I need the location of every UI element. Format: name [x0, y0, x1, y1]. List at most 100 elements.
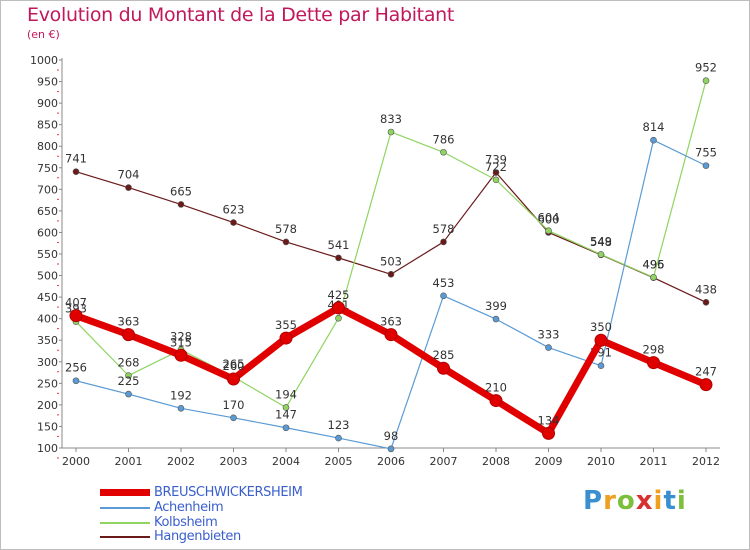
y-tick-label: 700: [37, 183, 58, 196]
y-tick-label: 200: [37, 399, 58, 412]
legend-item-hangenbieten: Hangenbieten: [100, 530, 400, 544]
data-label: 503: [380, 254, 402, 268]
data-label: 407: [65, 296, 87, 310]
data-label: 355: [275, 318, 297, 332]
legend-swatch: [100, 536, 150, 538]
legend-swatch: [100, 522, 150, 524]
legend-label: Hangenbieten: [154, 529, 241, 544]
y-tick-label: 1000: [30, 54, 58, 67]
data-label: 350: [590, 320, 612, 334]
data-label: 425: [328, 288, 350, 302]
logo-letter: r: [603, 486, 617, 516]
data-label: 739: [485, 153, 507, 167]
y-tick-label: 300: [37, 356, 58, 369]
data-point: [282, 424, 290, 432]
y-tick-label: 800: [37, 140, 58, 153]
x-tick-label: 2008: [482, 455, 510, 468]
logo-letter: i: [653, 486, 664, 516]
data-label: 225: [118, 374, 140, 388]
data-point: [177, 405, 185, 412]
data-label: 399: [485, 299, 507, 313]
data-point: [699, 378, 713, 392]
chart-unit: (en €): [27, 28, 60, 41]
x-tick-label: 2005: [325, 455, 353, 468]
data-label: 247: [695, 365, 717, 379]
data-label: 496: [643, 257, 665, 271]
data-label: 453: [433, 276, 455, 290]
y-tick-label: 900: [37, 97, 58, 110]
y-tick-label: 100: [37, 442, 58, 455]
data-point: [230, 219, 237, 226]
data-label: 134: [538, 413, 560, 427]
data-label: 704: [118, 168, 140, 182]
data-label: 541: [328, 238, 350, 252]
y-tick-label: 150: [37, 420, 58, 433]
data-label: 363: [118, 315, 140, 329]
data-point: [440, 238, 447, 246]
data-point: [332, 301, 345, 315]
data-label: 170: [223, 398, 245, 412]
data-point: [177, 201, 185, 208]
data-point: [437, 361, 450, 375]
data-label: 548: [590, 235, 612, 249]
data-point: [174, 348, 188, 362]
data-label: 755: [695, 146, 717, 160]
legend-label: Achenheim: [154, 500, 224, 515]
legend-item-kolbsheim: Kolbsheim: [100, 516, 400, 530]
x-tick-label: 2010: [587, 455, 615, 468]
y-tick-label: 750: [37, 162, 58, 175]
y-tick-label: 950: [37, 76, 58, 89]
data-point: [440, 148, 447, 156]
data-point: [279, 331, 293, 345]
data-point: [282, 404, 290, 411]
logo-letter: o: [616, 486, 636, 516]
data-point: [545, 227, 552, 235]
data-label: 741: [65, 152, 87, 166]
x-tick-label: 2012: [692, 455, 720, 468]
data-point: [440, 292, 447, 300]
data-point: [335, 254, 342, 262]
x-tick-label: 2007: [430, 455, 458, 468]
data-label: 786: [433, 132, 455, 146]
data-label: 285: [433, 348, 455, 362]
data-point: [227, 372, 240, 386]
data-label: 98: [384, 429, 399, 443]
y-tick-label: 500: [37, 270, 58, 283]
data-point: [282, 238, 290, 246]
data-label: 268: [118, 356, 140, 370]
logo-letter: x: [635, 486, 654, 516]
x-tick-label: 2000: [62, 455, 90, 468]
data-label: 952: [695, 61, 717, 75]
data-point: [492, 169, 500, 176]
data-point: [335, 314, 342, 322]
y-tick-label: 250: [37, 377, 58, 390]
logo-letter: t: [663, 486, 677, 516]
data-label: 814: [643, 120, 665, 134]
y-tick-label: 450: [37, 291, 58, 304]
data-label: 495: [643, 258, 665, 272]
data-point: [387, 270, 395, 278]
x-tick-label: 2004: [272, 455, 300, 468]
data-label: 549: [590, 234, 612, 248]
data-point: [384, 328, 398, 342]
legend-swatch: [100, 507, 150, 509]
data-label: 722: [485, 160, 507, 174]
data-point: [597, 251, 605, 258]
data-point: [72, 377, 80, 385]
data-point: [492, 176, 500, 184]
legend-label: BREUSCHWICKERSHEIM: [154, 485, 303, 500]
data-point: [545, 344, 552, 351]
data-point: [650, 273, 657, 281]
data-label: 833: [380, 112, 402, 126]
data-point: [492, 315, 500, 323]
logo-letter: i: [676, 486, 687, 516]
data-label: 600: [538, 212, 560, 226]
proxiti-logo: Proxiti: [583, 486, 687, 516]
y-tick-label: 650: [37, 205, 58, 218]
data-label: 265: [223, 357, 245, 371]
y-tick-label: 550: [37, 248, 58, 261]
x-tick-label: 2001: [115, 455, 143, 468]
data-point: [489, 394, 503, 408]
data-label: 578: [433, 222, 455, 236]
